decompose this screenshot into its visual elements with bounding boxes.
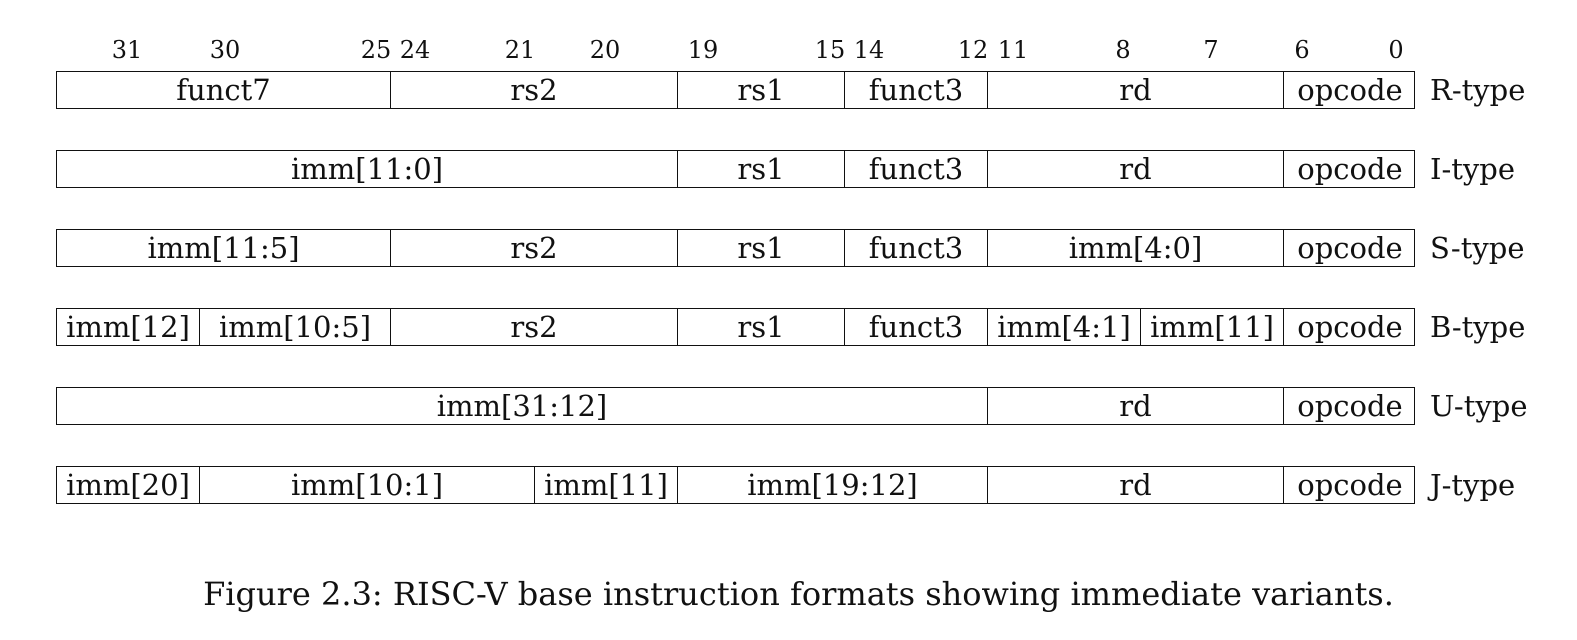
format-row-r-type: funct7 rs2 rs1 funct3 rd opcode [56,71,1415,109]
field-rs1: rs1 [678,230,845,266]
bit-number-14: 14 [853,36,885,64]
field-imm-19-12: imm[19:12] [678,467,988,503]
format-row-b-type: imm[12] imm[10:5] rs2 rs1 funct3 imm[4:1] imm[… [56,308,1415,346]
field-imm-12: imm[12] [57,309,200,345]
bit-number-20: 20 [589,36,621,64]
field-imm-20: imm[20] [57,467,200,503]
format-row-i-type: imm[11:0] rs1 funct3 rd opcode [56,150,1415,188]
format-label-s-type: S-type [1430,231,1525,265]
bit-number-19: 19 [687,36,719,64]
format-label-r-type: R-type [1430,73,1526,107]
bit-number-6: 6 [1294,36,1310,64]
field-rs1: rs1 [678,309,845,345]
bit-number-11: 11 [997,36,1029,64]
bit-number-7: 7 [1203,36,1219,64]
field-rd: rd [988,467,1284,503]
field-rs2: rs2 [391,309,678,345]
field-imm-10-1: imm[10:1] [200,467,535,503]
field-opcode: opcode [1297,310,1403,344]
field-funct3: funct3 [845,151,988,187]
bit-number-31: 31 [111,36,143,64]
field-imm-4-0: imm[4:0] [988,230,1284,266]
field-opcode: opcode [1297,389,1403,423]
field-opcode: opcode [1297,468,1403,502]
figure-caption: Figure 2.3: RISC-V base instruction form… [203,575,1394,613]
bit-number-15: 15 [814,36,846,64]
field-funct3: funct3 [845,230,988,266]
format-label-j-type: J-type [1430,468,1516,502]
field-opcode: opcode [1297,231,1403,265]
field-imm-11-5: imm[11:5] [57,230,391,266]
bit-number-8: 8 [1115,36,1131,64]
bit-number-25: 25 [360,36,392,64]
field-opcode: opcode [1297,73,1403,107]
format-label-i-type: I-type [1430,152,1516,186]
bit-number-24: 24 [399,36,431,64]
format-row-u-type: imm[31:12] rd opcode [56,387,1415,425]
format-label-u-type: U-type [1430,389,1528,423]
field-rs2: rs2 [391,230,678,266]
field-funct3: funct3 [845,309,988,345]
bit-position-header: 31 30 25 24 21 20 19 15 14 12 11 8 7 6 0 [0,0,1577,70]
field-rs2: rs2 [391,72,678,108]
field-rs1: rs1 [678,72,845,108]
bit-number-0: 0 [1388,36,1404,64]
field-imm-11-0: imm[11:0] [57,151,678,187]
field-rd: rd [988,72,1284,108]
format-row-s-type: imm[11:5] rs2 rs1 funct3 imm[4:0] opcode [56,229,1415,267]
field-imm-11: imm[11] [535,467,678,503]
field-imm-11: imm[11] [1141,309,1284,345]
format-row-j-type: imm[20] imm[10:1] imm[11] imm[19:12] rd opcod… [56,466,1415,504]
field-funct7: funct7 [57,72,391,108]
bit-number-21: 21 [504,36,536,64]
field-rs1: rs1 [678,151,845,187]
field-imm-4-1: imm[4:1] [988,309,1141,345]
field-rd: rd [988,388,1284,424]
format-label-b-type: B-type [1430,310,1526,344]
bit-number-30: 30 [209,36,241,64]
field-opcode: opcode [1297,152,1403,186]
field-rd: rd [988,151,1284,187]
field-funct3: funct3 [845,72,988,108]
bit-number-12: 12 [957,36,989,64]
instruction-format-diagram: funct7 rs2 rs1 funct3 rd opcode R-type imm[11:0… [56,71,1528,504]
field-imm-31-12: imm[31:12] [57,388,988,424]
field-imm-10-5: imm[10:5] [200,309,391,345]
